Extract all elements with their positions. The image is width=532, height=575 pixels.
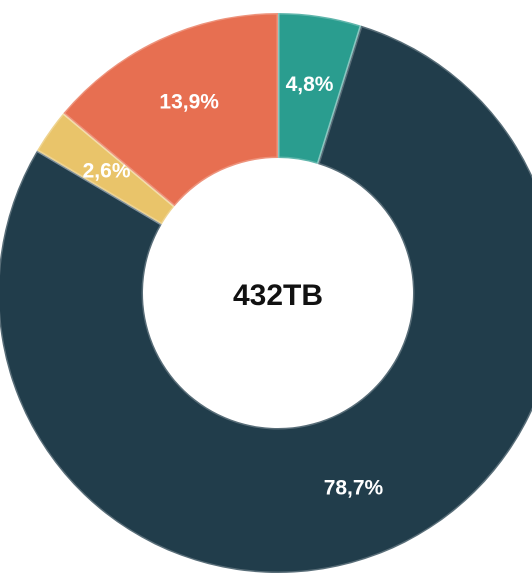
data-label: 13,9% — [159, 90, 219, 113]
data-label: 2,6% — [83, 159, 131, 182]
donut-segment — [34, 111, 177, 227]
data-label: 78,7% — [324, 477, 384, 500]
donut-segment — [276, 11, 364, 166]
data-label: 4,8% — [286, 73, 334, 96]
donut-segment — [0, 23, 532, 575]
donut-segment — [61, 11, 280, 209]
center-label: 432TB — [233, 279, 323, 312]
